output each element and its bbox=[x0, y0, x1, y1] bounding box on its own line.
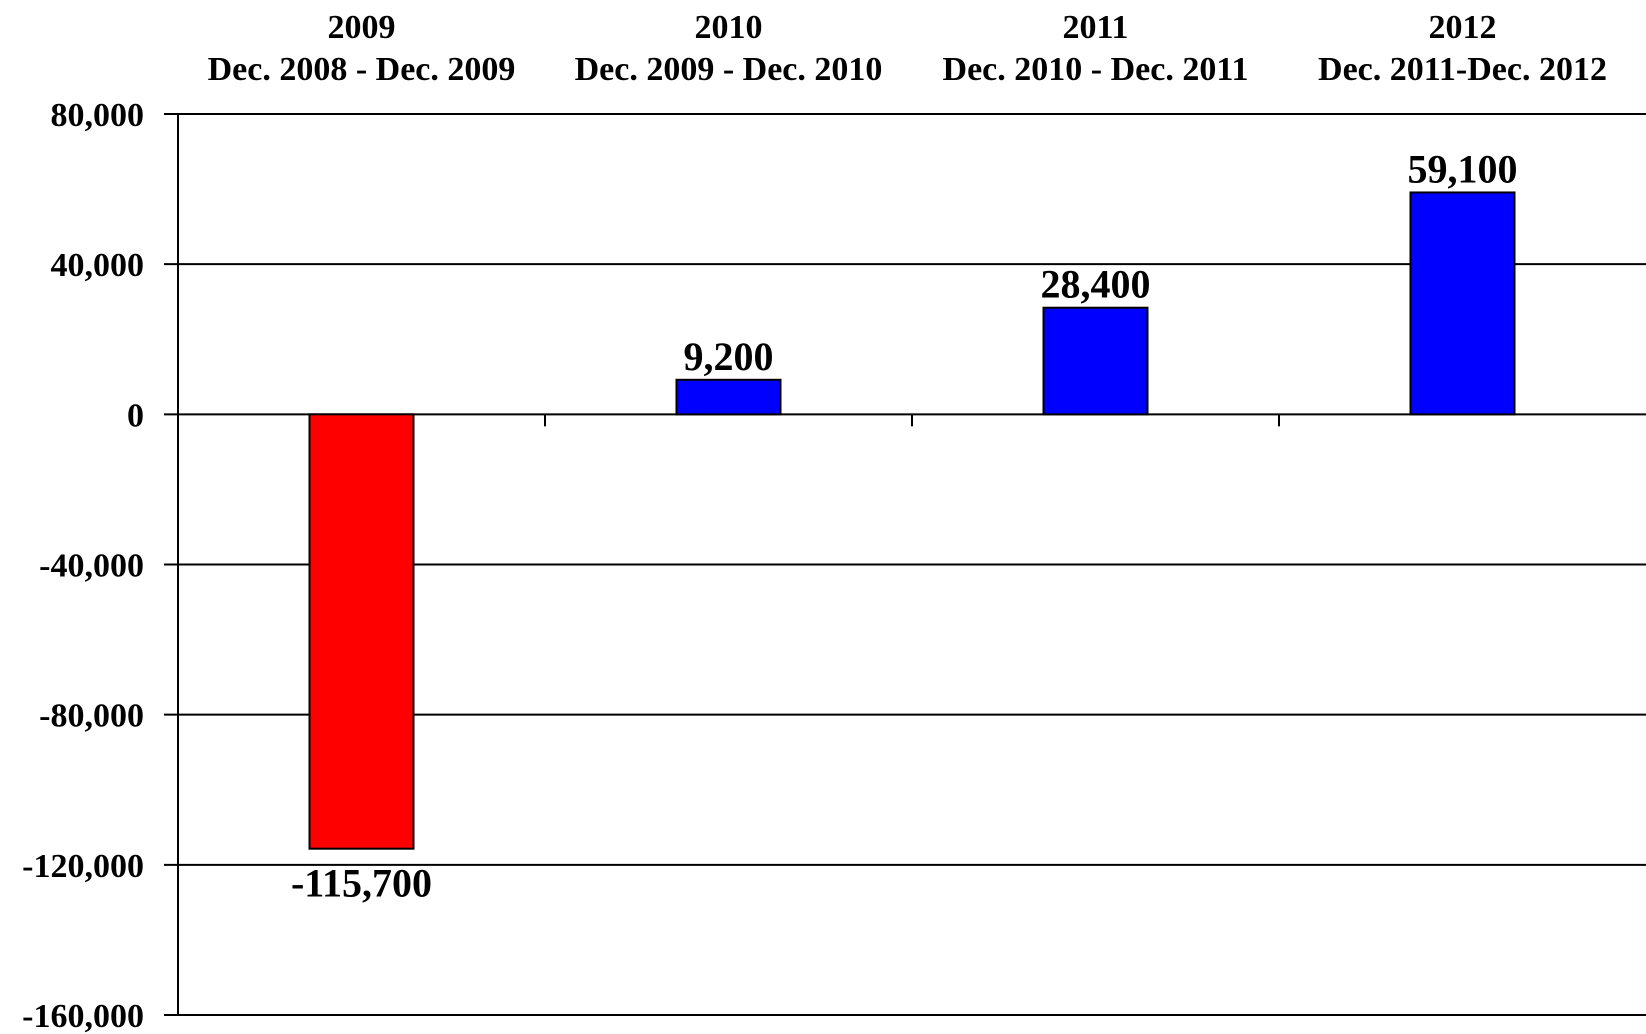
y-tick-label: 0 bbox=[127, 397, 144, 434]
bar bbox=[675, 378, 782, 416]
bars bbox=[308, 191, 1516, 850]
y-tick-label: 40,000 bbox=[51, 247, 145, 284]
category-year-label: 2010 bbox=[695, 9, 763, 46]
y-tick-label: 80,000 bbox=[51, 97, 145, 134]
y-tick-label: -160,000 bbox=[22, 998, 144, 1034]
data-label: 9,200 bbox=[684, 334, 774, 379]
bar bbox=[308, 413, 415, 850]
labels: 80,000 40,000 0 -40,000 -80,000 -120,000 -160,… bbox=[22, 9, 1607, 1034]
data-label: 59,100 bbox=[1408, 146, 1518, 191]
category-year-label: 2011 bbox=[1062, 9, 1128, 46]
bar bbox=[1409, 191, 1516, 416]
bar bbox=[1042, 306, 1149, 416]
category-period-label: Dec. 2008 - Dec. 2009 bbox=[208, 51, 516, 88]
y-tick-label: -120,000 bbox=[22, 848, 144, 885]
category-year-label: 2009 bbox=[328, 9, 396, 46]
axes bbox=[177, 114, 1280, 1015]
category-year-label: 2012 bbox=[1429, 9, 1497, 46]
category-period-label: Dec. 2010 - Dec. 2011 bbox=[943, 51, 1249, 88]
category-period-label: Dec. 2009 - Dec. 2010 bbox=[575, 51, 883, 88]
y-tick-label: -80,000 bbox=[39, 698, 144, 735]
data-label: 28,400 bbox=[1041, 262, 1151, 307]
y-tick-label: -40,000 bbox=[39, 548, 144, 585]
data-label: -115,700 bbox=[291, 861, 432, 906]
category-period-label: Dec. 2011-Dec. 2012 bbox=[1318, 51, 1607, 88]
